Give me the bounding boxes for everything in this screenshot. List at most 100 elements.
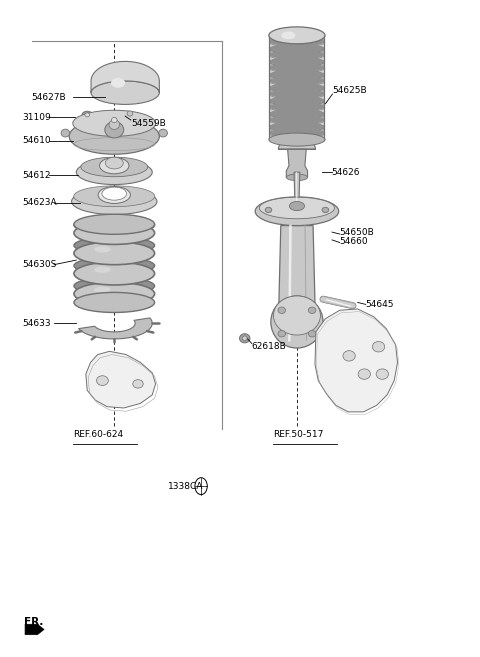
Ellipse shape: [76, 160, 152, 185]
Ellipse shape: [269, 102, 324, 112]
Ellipse shape: [98, 187, 131, 204]
Polygon shape: [269, 81, 324, 87]
Text: REF.50-517: REF.50-517: [273, 430, 324, 438]
Polygon shape: [278, 225, 316, 340]
Ellipse shape: [269, 32, 324, 41]
Ellipse shape: [269, 103, 324, 112]
Ellipse shape: [96, 376, 108, 386]
Ellipse shape: [102, 187, 127, 200]
Ellipse shape: [269, 27, 325, 44]
Ellipse shape: [269, 129, 324, 138]
Ellipse shape: [269, 51, 324, 59]
Ellipse shape: [286, 174, 308, 181]
Polygon shape: [269, 75, 324, 81]
Ellipse shape: [82, 111, 93, 118]
Ellipse shape: [69, 118, 159, 154]
Ellipse shape: [269, 57, 324, 66]
Ellipse shape: [126, 112, 134, 120]
Ellipse shape: [109, 120, 120, 129]
Polygon shape: [269, 43, 324, 49]
Ellipse shape: [85, 113, 90, 117]
Ellipse shape: [289, 202, 304, 211]
Polygon shape: [278, 138, 315, 149]
Text: FR.: FR.: [24, 617, 44, 627]
Ellipse shape: [74, 242, 155, 265]
Polygon shape: [269, 101, 324, 107]
Ellipse shape: [278, 307, 286, 313]
Ellipse shape: [372, 342, 384, 352]
Text: 54645: 54645: [366, 300, 394, 309]
Circle shape: [195, 478, 207, 495]
Ellipse shape: [269, 51, 324, 60]
Ellipse shape: [322, 208, 329, 213]
Polygon shape: [269, 133, 324, 139]
Ellipse shape: [274, 296, 321, 335]
Ellipse shape: [159, 129, 168, 137]
Ellipse shape: [269, 97, 324, 106]
Polygon shape: [269, 95, 324, 101]
Ellipse shape: [81, 157, 148, 177]
Polygon shape: [269, 62, 324, 68]
Ellipse shape: [259, 197, 335, 219]
Polygon shape: [269, 88, 324, 94]
Ellipse shape: [265, 208, 272, 213]
Text: 54630S: 54630S: [23, 260, 57, 269]
Ellipse shape: [376, 369, 388, 379]
Polygon shape: [79, 318, 152, 339]
Ellipse shape: [269, 63, 324, 72]
Ellipse shape: [269, 37, 324, 47]
Ellipse shape: [269, 89, 324, 99]
Ellipse shape: [111, 118, 117, 123]
Polygon shape: [269, 120, 324, 127]
Ellipse shape: [94, 226, 111, 233]
Ellipse shape: [74, 221, 155, 244]
Ellipse shape: [105, 157, 123, 169]
Ellipse shape: [74, 292, 155, 313]
Polygon shape: [86, 351, 156, 408]
Ellipse shape: [99, 158, 129, 174]
Ellipse shape: [269, 83, 324, 92]
Polygon shape: [269, 36, 324, 42]
Polygon shape: [269, 108, 324, 114]
Ellipse shape: [74, 277, 155, 294]
Ellipse shape: [74, 186, 155, 207]
Text: 31109: 31109: [23, 113, 51, 122]
Text: 1338CA: 1338CA: [168, 482, 203, 491]
Polygon shape: [269, 114, 324, 120]
Polygon shape: [25, 624, 44, 635]
Ellipse shape: [343, 351, 355, 361]
Ellipse shape: [269, 44, 324, 53]
Polygon shape: [269, 68, 324, 74]
Polygon shape: [294, 172, 300, 206]
Ellipse shape: [308, 307, 316, 313]
Ellipse shape: [105, 122, 124, 138]
Polygon shape: [269, 127, 324, 133]
Text: 54625B: 54625B: [333, 86, 367, 95]
Text: 54626: 54626: [332, 168, 360, 177]
Ellipse shape: [278, 330, 286, 337]
Ellipse shape: [94, 266, 111, 273]
Ellipse shape: [269, 64, 324, 73]
Ellipse shape: [74, 237, 155, 254]
Ellipse shape: [242, 336, 247, 340]
Ellipse shape: [269, 83, 324, 93]
Text: 54610: 54610: [23, 137, 51, 145]
Ellipse shape: [72, 189, 157, 214]
Ellipse shape: [269, 96, 324, 105]
Text: 62618B: 62618B: [252, 342, 287, 351]
Ellipse shape: [269, 122, 324, 131]
Ellipse shape: [240, 334, 250, 343]
Ellipse shape: [358, 369, 371, 379]
Ellipse shape: [308, 330, 316, 337]
Ellipse shape: [269, 116, 324, 125]
Ellipse shape: [74, 262, 155, 285]
Polygon shape: [91, 61, 159, 93]
Text: 54660: 54660: [340, 237, 368, 246]
Ellipse shape: [269, 109, 324, 118]
Ellipse shape: [127, 111, 133, 116]
Ellipse shape: [91, 81, 159, 104]
Ellipse shape: [269, 57, 324, 66]
Text: 54633: 54633: [23, 319, 51, 328]
Ellipse shape: [271, 296, 323, 348]
Ellipse shape: [94, 286, 111, 293]
